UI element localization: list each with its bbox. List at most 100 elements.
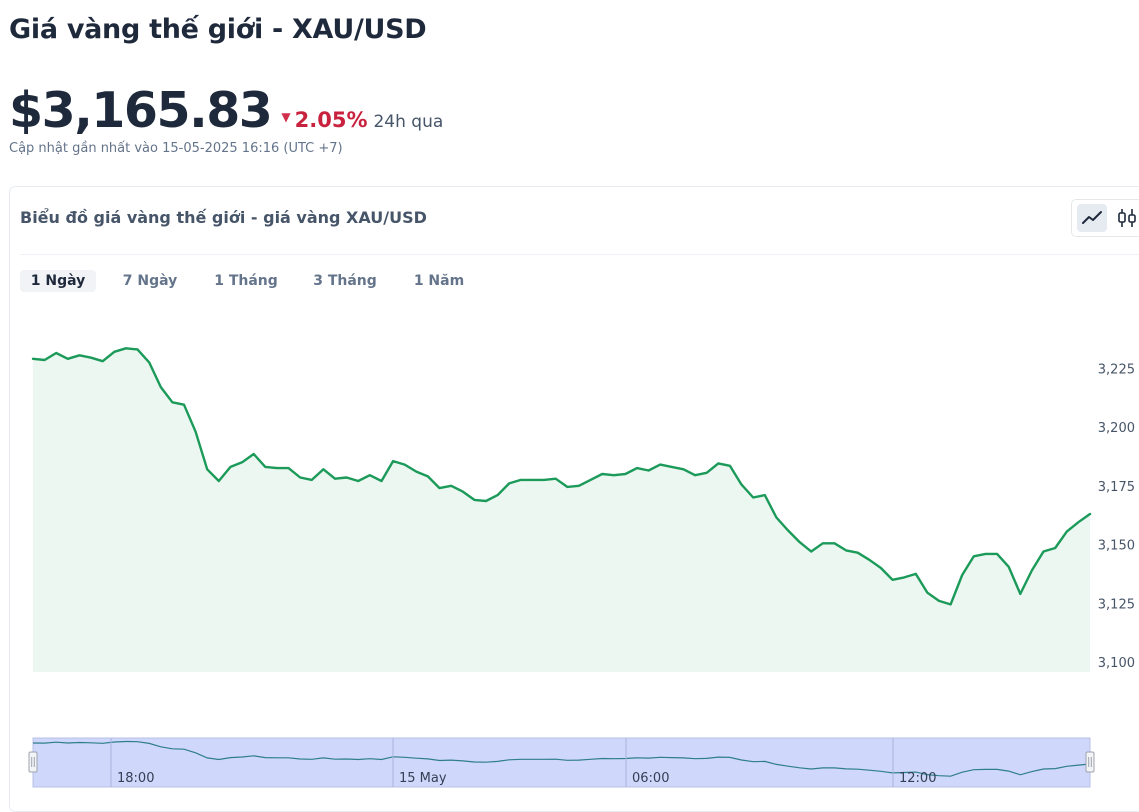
price-point <box>868 559 870 561</box>
price-point <box>346 477 348 479</box>
price-point <box>799 541 801 543</box>
price-point <box>369 474 371 476</box>
price-point <box>834 542 836 544</box>
price-point <box>752 497 754 499</box>
price-line <box>31 347 1092 606</box>
price-point <box>392 460 394 462</box>
price-point <box>601 473 603 475</box>
price-point <box>636 467 638 469</box>
price-point <box>381 480 383 482</box>
price-point <box>102 360 104 362</box>
price-point <box>485 500 487 502</box>
tab-1-month[interactable]: 1 Tháng <box>214 273 278 289</box>
price-point <box>311 479 313 481</box>
price-point <box>520 479 522 481</box>
price-point <box>404 464 406 466</box>
down-arrow-icon: ▼ <box>281 110 291 124</box>
tab-1-day[interactable]: 1 Ngày <box>20 270 96 292</box>
chart-card-title: Biểu đồ giá vàng thế giới - giá vàng XAU… <box>20 208 427 227</box>
price-point <box>787 529 789 531</box>
navigator-selection[interactable] <box>32 737 1091 788</box>
y-tick-label: 3,125 <box>1098 597 1135 612</box>
price-point <box>137 348 139 350</box>
price-point <box>218 480 220 482</box>
price-point <box>822 542 824 544</box>
line-chart-button[interactable] <box>1077 204 1107 232</box>
price-point <box>241 461 243 463</box>
main-plot <box>31 347 1092 672</box>
price-point <box>1043 551 1045 553</box>
page-title: Giá vàng thế giới - XAU/USD <box>9 14 427 45</box>
price-point <box>1031 569 1033 571</box>
price-point <box>578 485 580 487</box>
navigator-line <box>32 740 1091 777</box>
price-point <box>1089 513 1091 515</box>
navigator-time-label: 18:00 <box>117 771 154 786</box>
navigator-left-handle[interactable] <box>28 751 38 773</box>
candlestick-chart-button[interactable] <box>1112 204 1139 232</box>
price-point <box>113 351 115 353</box>
tab-1-year[interactable]: 1 Năm <box>413 273 465 289</box>
price-point <box>555 478 557 480</box>
current-price: $3,165.83 <box>9 82 273 139</box>
price-point <box>90 357 92 359</box>
price-point <box>764 494 766 496</box>
price-point <box>195 431 197 433</box>
price-point <box>462 491 464 493</box>
price-point <box>334 478 336 480</box>
price-point <box>427 475 429 477</box>
price-point <box>415 471 417 473</box>
change-period: 24h qua <box>373 112 444 132</box>
price-point <box>590 479 592 481</box>
price-point <box>1008 566 1010 568</box>
last-updated: Cập nhật gần nhất vào 15-05-2025 16:16 (… <box>9 141 343 156</box>
price-point <box>903 576 905 578</box>
price-area <box>33 348 1090 672</box>
price-point <box>892 579 894 581</box>
chart-type-toggle <box>1071 199 1139 237</box>
price-point <box>729 465 731 467</box>
y-tick-label: 3,200 <box>1098 421 1135 436</box>
navigator-time-label: 12:00 <box>899 771 936 786</box>
price-point <box>532 479 534 481</box>
price-point <box>497 494 499 496</box>
price-point <box>961 574 963 576</box>
price-point <box>439 487 441 489</box>
price-point <box>613 474 615 476</box>
navigator-time-label: 06:00 <box>632 771 669 786</box>
card-divider <box>20 254 1139 255</box>
price-point <box>1066 531 1068 533</box>
navigator-time-label: 15 May <box>399 771 447 786</box>
price-point <box>915 573 917 575</box>
price-point <box>880 567 882 569</box>
price-row: $3,165.83 ▼ 2.05% 24h qua <box>9 82 443 139</box>
price-point <box>810 551 812 553</box>
tab-7-days[interactable]: 7 Ngày <box>122 273 178 289</box>
price-point <box>288 467 290 469</box>
price-point <box>508 482 510 484</box>
price-point <box>938 600 940 602</box>
change-percent: 2.05% <box>294 108 368 132</box>
price-point <box>694 474 696 476</box>
price-point <box>950 603 952 605</box>
price-point <box>79 354 81 356</box>
y-tick-label: 3,175 <box>1098 480 1135 495</box>
price-point <box>1077 521 1079 523</box>
price-point <box>624 473 626 475</box>
price-point <box>183 404 185 406</box>
tab-3-months[interactable]: 3 Tháng <box>313 273 377 289</box>
y-tick-label: 3,100 <box>1098 656 1135 671</box>
navigator-right-handle[interactable] <box>1085 751 1095 773</box>
price-point <box>857 552 859 554</box>
price-point <box>322 468 324 470</box>
price-point <box>299 477 301 479</box>
y-tick-label: 3,150 <box>1098 539 1135 554</box>
range-navigator[interactable]: 18:00 15 May 06:00 12:00 <box>28 737 1095 788</box>
candlestick-chart-icon <box>1118 209 1136 227</box>
price-point <box>171 401 173 403</box>
price-point <box>741 484 743 486</box>
price-point <box>67 358 69 360</box>
price-point <box>160 386 162 388</box>
price-point <box>717 462 719 464</box>
price-point <box>253 453 255 455</box>
